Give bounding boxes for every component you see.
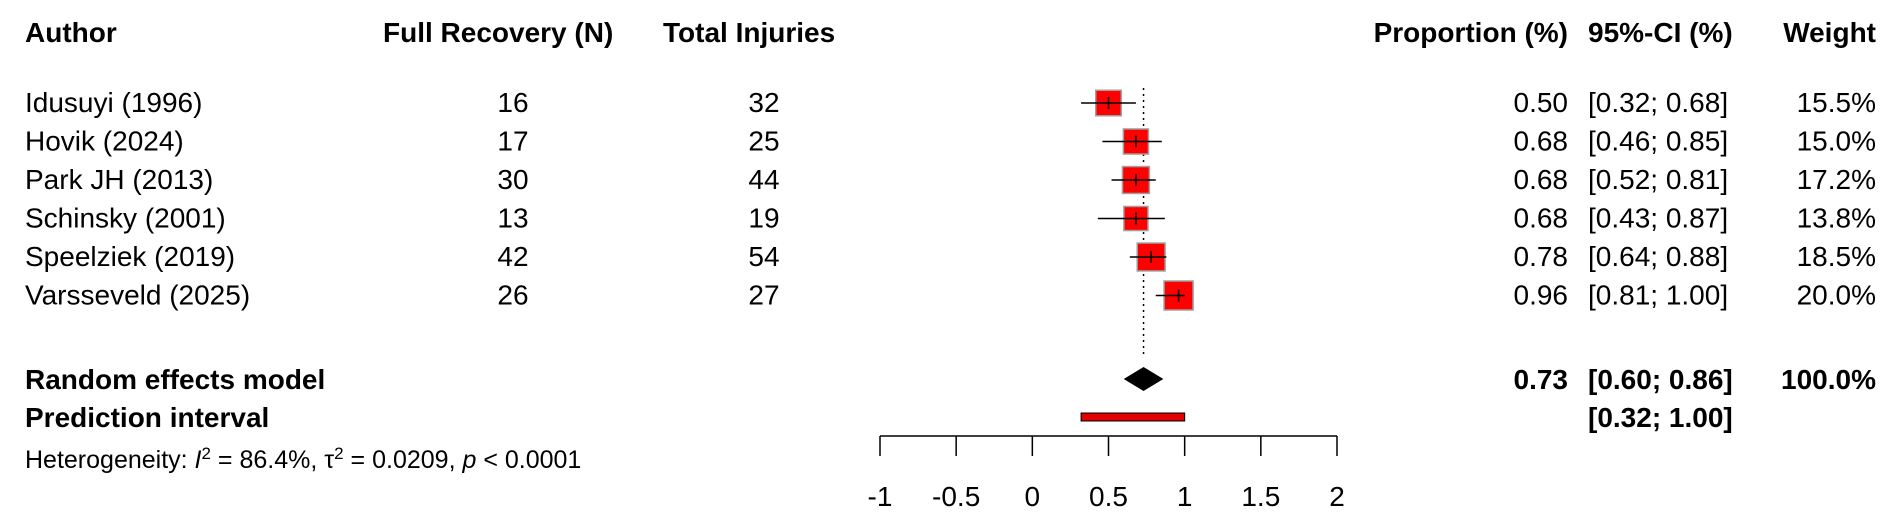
x-tick-label: 2: [1329, 481, 1345, 512]
header-events: Full Recovery (N): [383, 17, 613, 48]
study-row: Speelziek (2019) 42 54 0.78 [0.64; 0.88] 18.5…: [25, 241, 1876, 272]
heterogeneity-text: Heterogeneity: I2 = 86.4%, τ2 = 0.0209, …: [25, 444, 581, 475]
study-total: 54: [748, 241, 779, 272]
random-effects-weight: 100.0%: [1781, 364, 1876, 395]
study-total: 32: [748, 87, 779, 118]
x-tick-label: 1: [1177, 481, 1193, 512]
study-row: Schinsky (2001) 13 19 0.68 [0.43; 0.87] 13.8%: [25, 203, 1876, 234]
study-weight: 15.5%: [1797, 87, 1876, 118]
study-proportion: 0.96: [1514, 280, 1569, 311]
study-ci: [0.52; 0.81]: [1588, 164, 1728, 195]
study-row: Hovik (2024) 17 25 0.68 [0.46; 0.85] 15.0%: [25, 126, 1876, 157]
study-row: Idusuyi (1996) 16 32 0.50 [0.32; 0.68] 15.5%: [25, 87, 1876, 118]
study-proportion: 0.68: [1514, 203, 1569, 234]
header-weight: Weight: [1783, 17, 1876, 48]
study-mark: [1155, 280, 1194, 311]
prediction-bar: [1080, 412, 1186, 422]
study-weight: 17.2%: [1797, 164, 1876, 195]
header-proportion: Proportion (%): [1374, 17, 1568, 48]
study-author: Hovik (2024): [25, 126, 184, 157]
study-weight: 18.5%: [1797, 241, 1876, 272]
study-events: 17: [497, 126, 528, 157]
x-tick-label: 0.5: [1089, 481, 1128, 512]
prediction-interval-ci: [0.32; 1.00]: [1588, 402, 1733, 433]
study-author: Park JH (2013): [25, 164, 213, 195]
study-total: 44: [748, 164, 779, 195]
study-events: 30: [497, 164, 528, 195]
study-proportion: 0.68: [1514, 126, 1569, 157]
study-proportion: 0.68: [1514, 164, 1569, 195]
study-ci: [0.32; 0.68]: [1588, 87, 1728, 118]
prediction-interval-label: Prediction interval: [25, 402, 269, 433]
header-total: Total Injuries: [663, 17, 835, 48]
study-events: 26: [497, 280, 528, 311]
study-mark: [1111, 165, 1156, 195]
study-ci: [0.81; 1.00]: [1588, 280, 1728, 311]
x-tick-label: 1.5: [1241, 481, 1280, 512]
study-author: Speelziek (2019): [25, 241, 235, 272]
pooled-diamond: [1123, 367, 1164, 391]
study-row: Varsseveld (2025) 26 27 0.96 [0.81; 1.00] 20.…: [25, 280, 1876, 311]
study-ci: [0.46; 0.85]: [1588, 126, 1728, 157]
study-author: Idusuyi (1996): [25, 87, 202, 118]
study-total: 25: [748, 126, 779, 157]
x-tick-label: -0.5: [932, 481, 980, 512]
study-rows: Idusuyi (1996) 16 32 0.50 [0.32; 0.68] 15.5% H…: [25, 87, 1876, 311]
random-effects-ci: [0.60; 0.86]: [1588, 364, 1733, 395]
study-events: 16: [497, 87, 528, 118]
study-events: 13: [497, 203, 528, 234]
study-weight: 15.0%: [1797, 126, 1876, 157]
header-author: Author: [25, 17, 117, 48]
study-row: Park JH (2013) 30 44 0.68 [0.52; 0.81] 17.2%: [25, 164, 1876, 195]
study-events: 42: [497, 241, 528, 272]
x-tick-label: -1: [868, 481, 893, 512]
study-proportion: 0.50: [1514, 87, 1569, 118]
random-effects-label: Random effects model: [25, 364, 325, 395]
plot-area: [1080, 88, 1194, 422]
study-weight: 13.8%: [1797, 203, 1876, 234]
study-weight: 20.0%: [1797, 280, 1876, 311]
study-total: 27: [748, 280, 779, 311]
x-axis: -1 -0.5 0 0.5 1 1.5 2: [868, 435, 1345, 512]
study-ci: [0.64; 0.88]: [1588, 241, 1728, 272]
study-mark: [1081, 89, 1136, 117]
study-mark: [1129, 242, 1167, 272]
study-mark: [1097, 205, 1165, 232]
study-proportion: 0.78: [1514, 241, 1569, 272]
x-tick-label: 0: [1025, 481, 1041, 512]
study-author: Varsseveld (2025): [25, 280, 250, 311]
study-ci: [0.43; 0.87]: [1588, 203, 1728, 234]
random-effects-proportion: 0.73: [1514, 364, 1569, 395]
study-mark: [1102, 128, 1162, 155]
header-ci: 95%-CI (%): [1588, 17, 1733, 48]
study-author: Schinsky (2001): [25, 203, 226, 234]
study-total: 19: [748, 203, 779, 234]
